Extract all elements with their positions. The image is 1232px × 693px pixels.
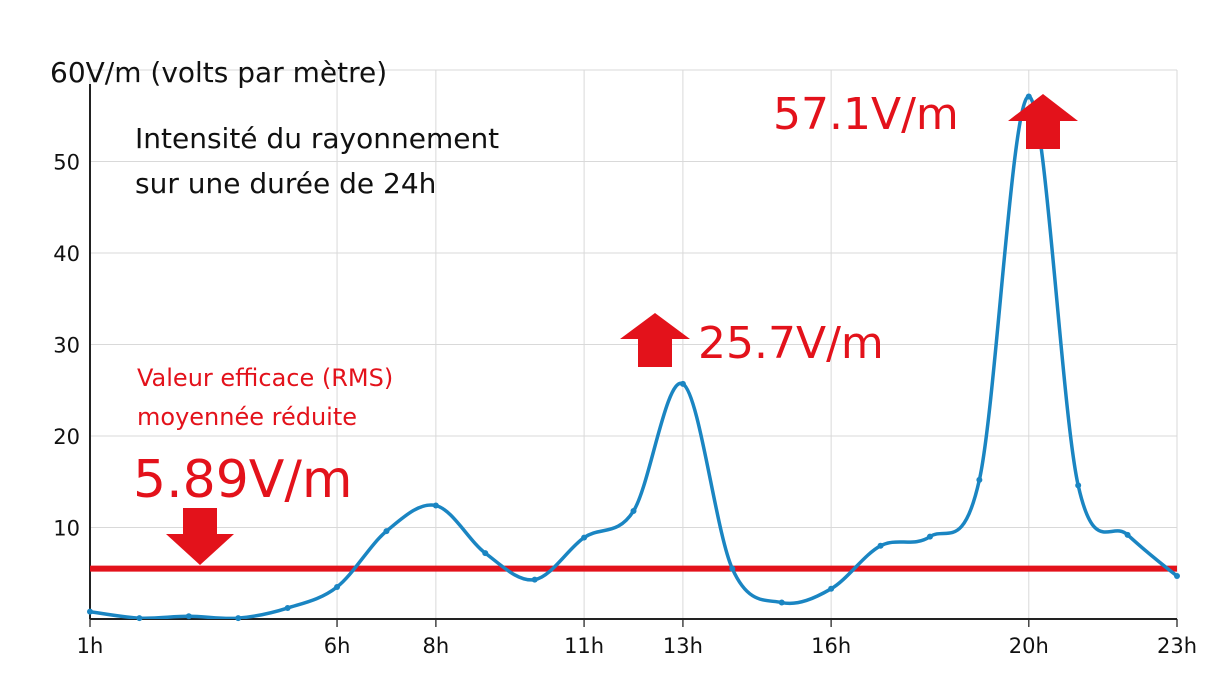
- x-tick-label: 13h: [663, 634, 703, 658]
- data-point: [926, 533, 933, 540]
- y-axis-unit-label: 60V/m (volts par mètre): [50, 56, 387, 89]
- data-point: [136, 615, 143, 622]
- data-point: [235, 615, 242, 622]
- data-point: [877, 542, 884, 549]
- peak-20h-label: 57.1V/m: [773, 89, 959, 140]
- up-arrow-icon: [620, 313, 690, 367]
- data-point: [1075, 482, 1082, 489]
- rms-label-line-1: Valeur efficace (RMS): [137, 364, 393, 392]
- data-point: [432, 502, 439, 509]
- chart-title-line-1: Intensité du rayonnement: [135, 122, 499, 155]
- y-tick-label: 40: [53, 242, 80, 266]
- y-tick-label: 20: [53, 425, 80, 449]
- down-arrow-icon: [166, 508, 234, 565]
- data-point: [531, 576, 538, 583]
- data-point: [729, 565, 736, 572]
- x-tick-label: 23h: [1157, 634, 1197, 658]
- data-point: [185, 613, 192, 620]
- data-point: [630, 508, 637, 515]
- data-point: [284, 605, 291, 612]
- rms-value-label: 5.89V/m: [133, 450, 353, 510]
- grid: [89, 69, 1178, 619]
- x-tick-label: 11h: [564, 634, 604, 658]
- tick-labels: 10 20 30 40 50 1h 6h 8h 11h 13h 16h 20h 23h: [53, 151, 1197, 659]
- data-point: [1174, 572, 1180, 579]
- data-point: [87, 608, 93, 615]
- axes: [89, 84, 1178, 627]
- x-tick-label: 8h: [423, 634, 450, 658]
- data-point: [383, 528, 390, 535]
- data-point: [828, 585, 835, 592]
- data-point: [1124, 531, 1131, 538]
- peak-13h-label: 25.7V/m: [698, 318, 884, 369]
- x-tick-label: 20h: [1009, 634, 1049, 658]
- data-point: [334, 583, 341, 590]
- x-tick-label: 1h: [77, 634, 104, 658]
- y-tick-label: 30: [53, 334, 80, 358]
- y-tick-label: 50: [53, 151, 80, 175]
- series-line: [90, 94, 1177, 619]
- data-point: [1025, 93, 1032, 100]
- rms-label-line-2: moyennée réduite: [137, 403, 357, 431]
- data-point: [778, 599, 785, 606]
- data-point: [581, 534, 588, 541]
- y-tick-label: 10: [53, 517, 80, 541]
- x-tick-label: 6h: [324, 634, 351, 658]
- data-point: [482, 550, 489, 557]
- chart-title-line-2: sur une durée de 24h: [135, 167, 436, 200]
- up-arrow-icon: [1008, 94, 1078, 149]
- data-point: [679, 380, 686, 387]
- series: [87, 93, 1180, 622]
- x-tick-label: 16h: [811, 634, 851, 658]
- data-point: [976, 476, 983, 483]
